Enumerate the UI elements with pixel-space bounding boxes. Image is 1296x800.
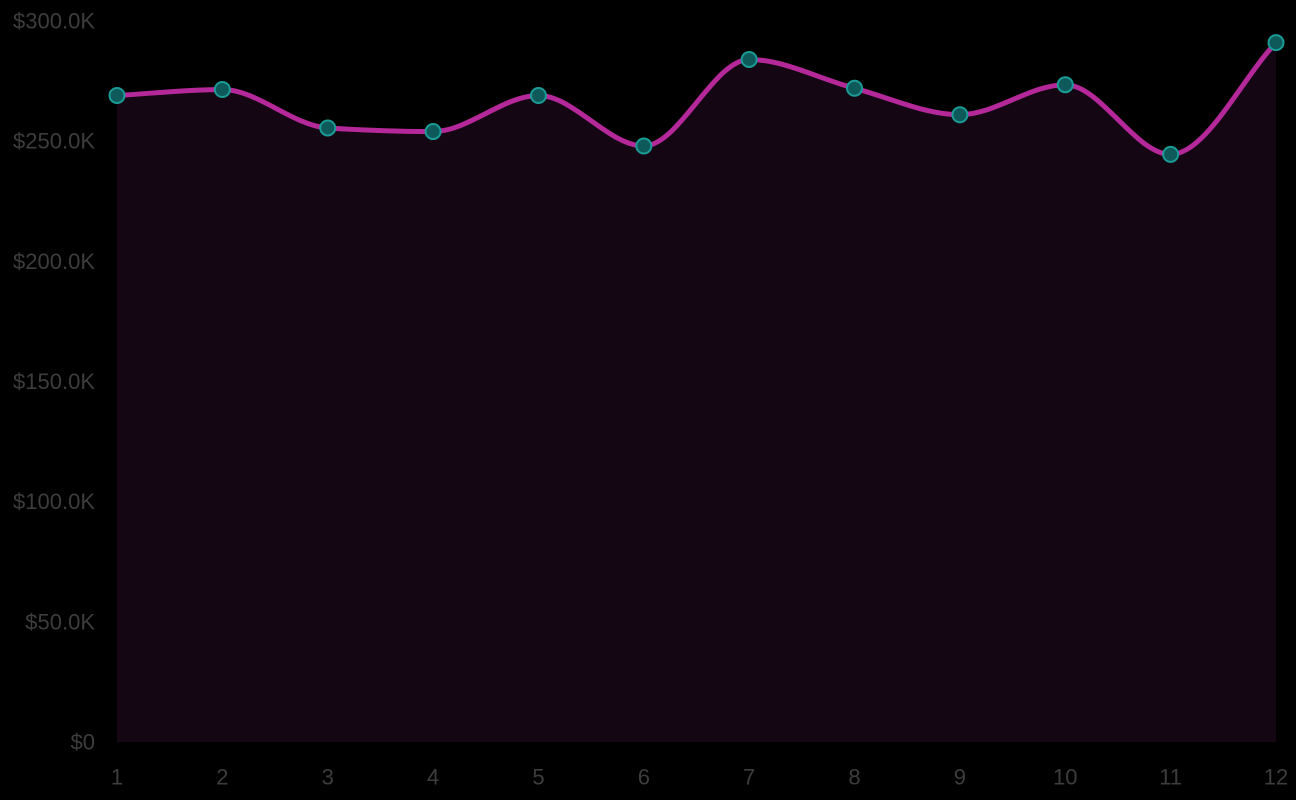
x-tick-label: 9 — [954, 765, 966, 790]
y-tick-label: $100.0K — [13, 489, 95, 514]
x-tick-label: 5 — [532, 765, 544, 790]
data-point-7[interactable] — [740, 50, 758, 68]
data-point-5[interactable] — [529, 87, 547, 105]
y-tick-label: $250.0K — [13, 129, 95, 154]
x-tick-label: 3 — [322, 765, 334, 790]
data-point-1[interactable] — [108, 87, 126, 105]
y-tick-label: $0 — [71, 730, 95, 755]
y-axis: $0 $50.0K $100.0K $150.0K $200.0K $250.0K $300… — [13, 9, 95, 755]
x-axis: 1 2 3 4 5 6 7 8 9 10 11 12 — [111, 765, 1288, 790]
x-tick-label: 1 — [111, 765, 123, 790]
data-point-8[interactable] — [846, 79, 864, 97]
x-tick-label: 10 — [1053, 765, 1077, 790]
data-point-9[interactable] — [951, 106, 969, 124]
data-point-11[interactable] — [1162, 145, 1180, 163]
data-point-2[interactable] — [213, 80, 231, 98]
x-tick-label: 6 — [638, 765, 650, 790]
x-tick-label: 7 — [743, 765, 755, 790]
data-point-6[interactable] — [635, 137, 653, 155]
x-tick-label: 12 — [1264, 765, 1288, 790]
data-point-3[interactable] — [319, 119, 337, 137]
y-tick-label: $150.0K — [13, 369, 95, 394]
area-layer — [117, 42, 1276, 742]
x-tick-label: 2 — [216, 765, 228, 790]
data-point-12[interactable] — [1267, 34, 1285, 52]
data-point-4[interactable] — [424, 123, 442, 141]
x-tick-label: 8 — [848, 765, 860, 790]
data-point-10[interactable] — [1056, 76, 1074, 94]
x-tick-label: 11 — [1159, 765, 1182, 790]
series-area — [117, 42, 1276, 742]
y-tick-label: $300.0K — [13, 9, 95, 34]
x-tick-label: 4 — [427, 765, 439, 790]
marker-layer — [108, 34, 1285, 163]
y-tick-label: $50.0K — [25, 609, 95, 634]
y-tick-label: $200.0K — [13, 249, 95, 274]
